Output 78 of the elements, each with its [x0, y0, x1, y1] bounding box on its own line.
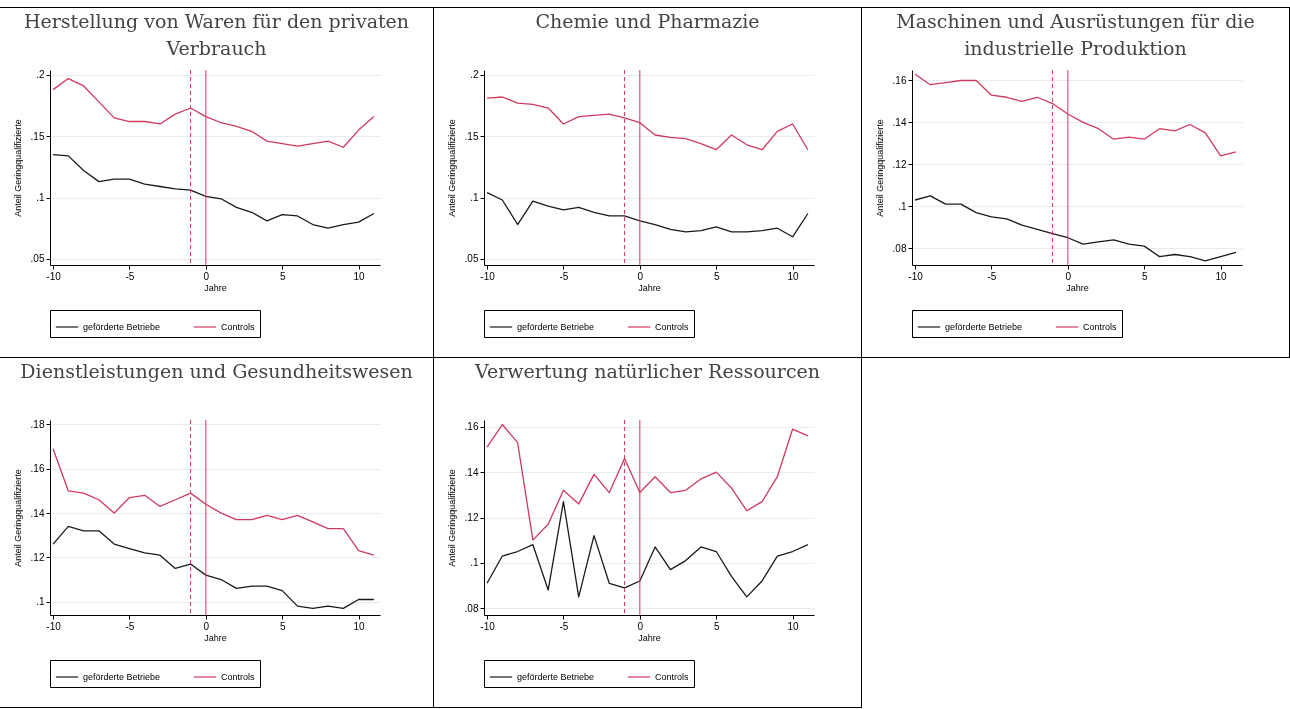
chart-title: Chemie und Pharmazie [534, 9, 761, 34]
y-tick-label: .2 [470, 69, 479, 81]
y-tick-label: .2 [36, 69, 45, 81]
y-tick-label: .15 [30, 130, 45, 142]
x-tick-label: 10 [787, 270, 800, 282]
y-tick-label: .16 [464, 421, 479, 433]
y-axis-title: Anteil Geringqualifizierte [446, 469, 457, 567]
x-tick-label: -5 [125, 270, 135, 282]
legend-label: geförderte Betriebe [517, 322, 595, 332]
x-tick-label: -5 [559, 270, 569, 282]
legend-label: geförderte Betriebe [83, 322, 161, 332]
line-series [486, 191, 809, 238]
chart-title: Maschinen und Ausrüstungen für die industrielle Produktion [895, 9, 1256, 61]
y-tick-label: .05 [464, 253, 479, 265]
legend-label: geförderte Betriebe [517, 672, 595, 682]
x-tick-label: -10 [46, 620, 62, 632]
legend-label: geförderte Betriebe [945, 322, 1023, 332]
y-tick-label: .1 [470, 192, 479, 204]
y-tick-label: .15 [464, 130, 479, 142]
x-tick-label: 10 [353, 620, 366, 632]
x-tick-label: 5 [279, 620, 286, 632]
y-tick-label: .1 [36, 596, 45, 608]
y-tick-label: .1 [36, 192, 45, 204]
legend-label: geförderte Betriebe [83, 672, 161, 682]
x-axis-title: Jahre [204, 282, 227, 293]
y-axis-title: Anteil Geringqualifizierte [446, 119, 457, 217]
y-tick-label: .05 [30, 253, 45, 265]
line-series [914, 195, 1237, 262]
x-tick-label: 5 [1141, 270, 1148, 282]
y-tick-label: .18 [30, 418, 45, 430]
y-axis-title: Anteil Geringqualifizierte [874, 119, 885, 217]
y-tick-label: .12 [464, 512, 479, 523]
x-axis-title: Jahre [204, 632, 227, 643]
legend-label: Controls [655, 322, 690, 332]
line-series [486, 500, 809, 598]
legend-label: Controls [1083, 322, 1118, 332]
x-tick-label: -5 [559, 620, 569, 632]
x-axis-title: Jahre [638, 632, 661, 643]
x-tick-label: -5 [125, 620, 135, 632]
x-tick-label: -10 [908, 270, 924, 282]
chart-title: Verwertung natürlicher Ressourcen [473, 359, 822, 384]
y-axis-title: Anteil Geringqualifizierte [12, 119, 23, 217]
y-tick-label: .08 [892, 242, 907, 254]
legend-label: Controls [221, 672, 256, 682]
y-tick-label: .14 [30, 507, 45, 519]
x-tick-label: -10 [480, 270, 496, 282]
chart-title: Dienstleistungen und Gesundheitswesen [19, 359, 414, 384]
x-tick-label: -10 [480, 620, 496, 632]
x-tick-label: 5 [713, 620, 720, 632]
y-tick-label: .14 [892, 116, 907, 128]
x-axis-title: Jahre [638, 282, 661, 293]
x-tick-label: 0 [203, 270, 210, 282]
legend-label: Controls [655, 672, 690, 682]
x-tick-label: 5 [713, 270, 720, 282]
line-series [52, 525, 375, 609]
line-series [52, 153, 375, 229]
y-tick-label: .14 [464, 466, 479, 478]
x-tick-label: 10 [1215, 270, 1228, 282]
chart-title: Herstellung von Waren für den privaten Verbrauch [22, 9, 411, 61]
x-tick-label: 5 [279, 270, 286, 282]
y-tick-label: .1 [470, 557, 479, 569]
x-tick-label: -5 [987, 270, 997, 282]
x-tick-label: 10 [787, 620, 800, 632]
y-tick-label: .12 [892, 158, 907, 170]
x-tick-label: 0 [637, 620, 644, 632]
y-tick-label: .16 [30, 463, 45, 475]
x-tick-label: 0 [1065, 270, 1072, 282]
x-tick-label: 0 [637, 270, 644, 282]
legend-label: Controls [221, 322, 256, 332]
y-tick-label: .1 [898, 200, 907, 212]
x-tick-label: 0 [203, 620, 210, 632]
y-axis-title: Anteil Geringqualifizierte [12, 469, 23, 567]
y-tick-label: .08 [464, 602, 479, 614]
x-tick-label: -10 [46, 270, 62, 282]
x-axis-title: Jahre [1066, 282, 1089, 293]
x-tick-label: 10 [353, 270, 366, 282]
y-tick-label: .16 [892, 74, 907, 86]
y-tick-label: .12 [30, 551, 45, 563]
